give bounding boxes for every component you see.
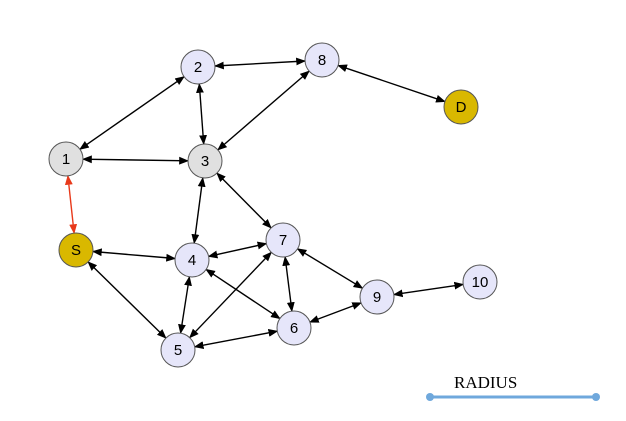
edge-S-5 — [87, 261, 167, 339]
node-D: D — [443, 89, 479, 125]
node-circle-5 — [160, 332, 196, 368]
node-circle-D — [443, 89, 479, 125]
edge-6-9 — [308, 302, 363, 323]
edge-7-9 — [296, 248, 364, 289]
node-2: 2 — [180, 49, 216, 85]
edge-7-6 — [282, 255, 295, 313]
node-9: 9 — [359, 279, 395, 315]
node-label-9: 9 — [373, 289, 381, 306]
node-10: 10 — [462, 264, 498, 300]
node-3: 3 — [187, 143, 223, 179]
node-6: 6 — [276, 310, 312, 346]
edge-5-6 — [193, 328, 279, 350]
edge-2-8 — [214, 57, 306, 70]
node-label-10: 10 — [472, 274, 489, 291]
node-circle-2 — [180, 49, 216, 85]
edge-8-3 — [217, 70, 310, 151]
node-label-4: 4 — [188, 252, 196, 269]
node-label-5: 5 — [174, 342, 182, 359]
radius-label: RADIUS — [454, 373, 517, 392]
radius-endpoint-left — [426, 393, 434, 401]
edge-S-4 — [91, 248, 177, 262]
node-5: 5 — [160, 332, 196, 368]
edge-3-7 — [216, 172, 272, 229]
node-1: 1 — [48, 141, 84, 177]
node-label-6: 6 — [290, 320, 298, 337]
node-label-7: 7 — [279, 232, 287, 249]
node-circle-S — [58, 232, 94, 268]
radius-legend: RADIUS — [426, 373, 600, 401]
node-circle-7 — [265, 222, 301, 258]
edge-3-4 — [191, 176, 206, 245]
edge-2-3 — [196, 83, 207, 145]
edge-1-S — [64, 174, 78, 235]
edge-7-5 — [189, 251, 272, 339]
node-circle-1 — [48, 141, 84, 177]
node-label-D: D — [456, 99, 467, 116]
edge-4-6 — [205, 268, 281, 320]
node-label-1: 1 — [62, 151, 70, 168]
node-circle-10 — [462, 264, 498, 300]
edge-9-10 — [392, 281, 465, 298]
node-7: 7 — [265, 222, 301, 258]
node-circle-8 — [304, 42, 340, 78]
edge-4-7 — [207, 241, 268, 259]
node-circle-4 — [174, 242, 210, 278]
node-S: S — [58, 232, 94, 268]
node-label-8: 8 — [318, 52, 326, 69]
nodes-layer: 1 2 3 4 5 6 7 8 9 10 S D — [48, 42, 498, 368]
node-label-2: 2 — [194, 59, 202, 76]
edge-8-D — [337, 64, 446, 103]
node-circle-3 — [187, 143, 223, 179]
node-label-S: S — [71, 242, 81, 259]
node-label-3: 3 — [201, 153, 209, 170]
node-circle-9 — [359, 279, 395, 315]
edges-layer — [64, 57, 465, 350]
edge-1-3 — [82, 155, 189, 165]
node-circle-6 — [276, 310, 312, 346]
radius-endpoint-right — [592, 393, 600, 401]
edge-4-5 — [178, 275, 192, 335]
node-8: 8 — [304, 42, 340, 78]
node-4: 4 — [174, 242, 210, 278]
edge-2-1 — [79, 76, 185, 150]
